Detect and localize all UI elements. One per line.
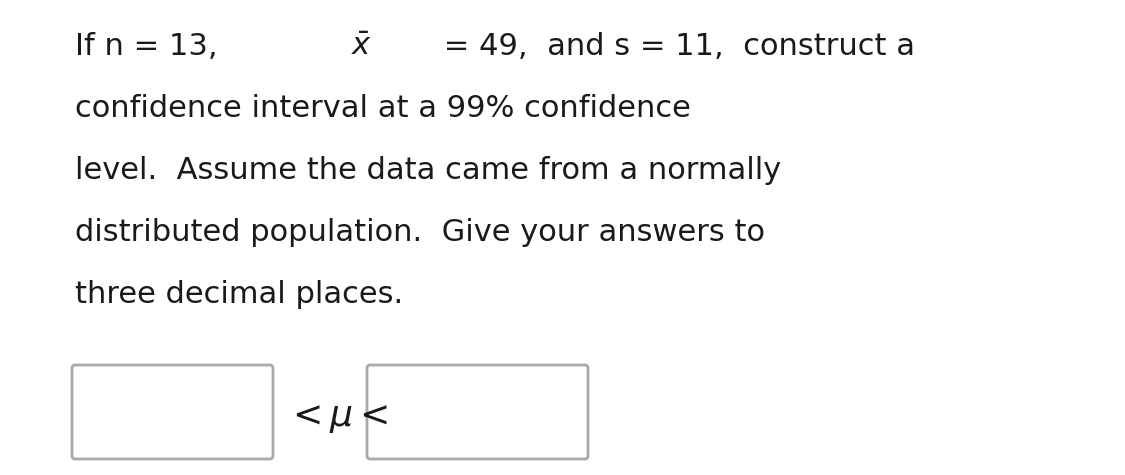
Text: three decimal places.: three decimal places.: [75, 280, 403, 309]
Text: $< \mu <$: $< \mu <$: [285, 401, 388, 435]
Text: distributed population.  Give your answers to: distributed population. Give your answer…: [75, 218, 765, 247]
Text: If n = 13,: If n = 13,: [75, 32, 227, 61]
Text: $\bar{x}$: $\bar{x}$: [351, 32, 372, 61]
Text: level.  Assume the data came from a normally: level. Assume the data came from a norma…: [75, 156, 781, 185]
Text: confidence interval at a 99% confidence: confidence interval at a 99% confidence: [75, 94, 691, 123]
FancyBboxPatch shape: [72, 365, 273, 459]
Text: = 49,  and s = 11,  construct a: = 49, and s = 11, construct a: [434, 32, 915, 61]
FancyBboxPatch shape: [367, 365, 588, 459]
